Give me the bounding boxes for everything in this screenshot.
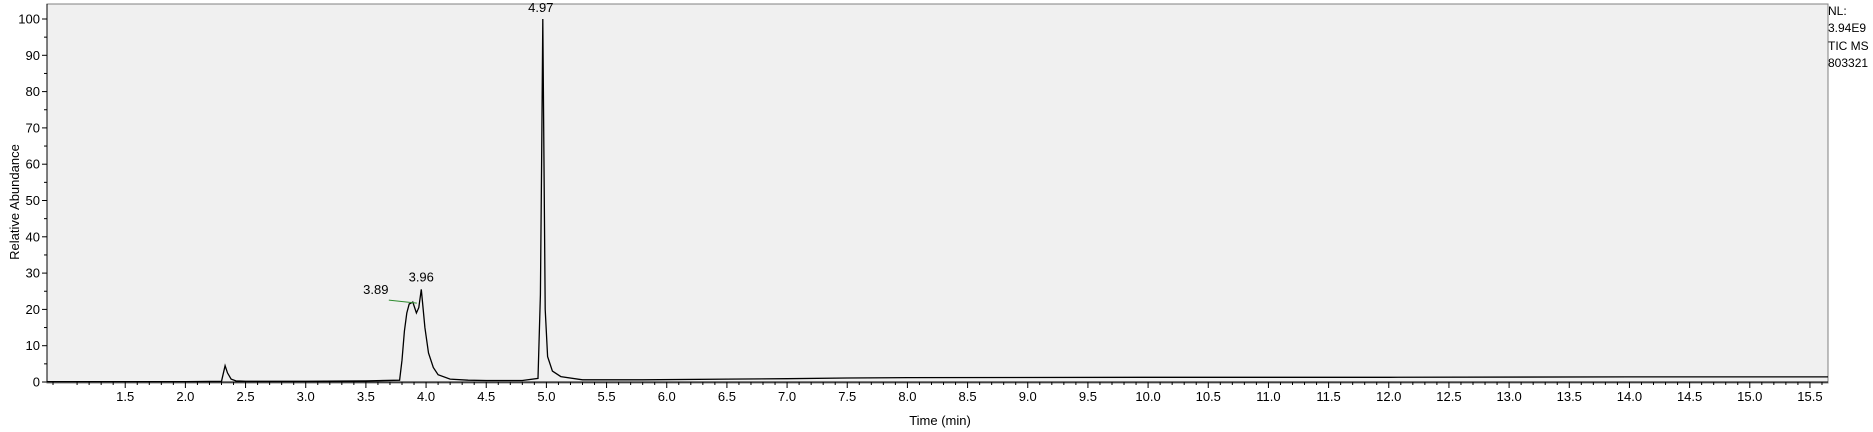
- y-tick-label: 50: [26, 193, 40, 208]
- x-tick-label: 7.0: [778, 389, 796, 404]
- x-tick-label: 3.0: [297, 389, 315, 404]
- x-tick-label: 10.0: [1135, 389, 1160, 404]
- info-line-scan-type: TIC MS: [1828, 39, 1869, 53]
- instrument-info: NL: 3.94E9 TIC MS 803321: [1828, 4, 1869, 70]
- plot-area: [46, 3, 1829, 384]
- info-line-normalization: 3.94E9: [1828, 21, 1866, 35]
- x-tick-label: 8.5: [959, 389, 977, 404]
- y-tick-label: 100: [18, 12, 40, 27]
- x-tick-label: 2.0: [176, 389, 194, 404]
- x-tick-label: 13.5: [1557, 389, 1582, 404]
- peak-leader-line: [388, 299, 417, 304]
- y-tick-label: 70: [26, 120, 40, 135]
- series-trace-0: [47, 18, 1828, 383]
- peak-label: 3.89: [363, 282, 388, 297]
- x-tick-label: 7.5: [838, 389, 856, 404]
- y-tick-label: 80: [26, 84, 40, 99]
- x-tick-label: 6.0: [658, 389, 676, 404]
- y-tick-label: 10: [26, 338, 40, 353]
- x-tick-label: 5.0: [537, 389, 555, 404]
- x-tick-label: 11.0: [1256, 389, 1280, 404]
- x-tick-label: 9.0: [1019, 389, 1037, 404]
- label-layer: 0 10 20 30 40 50 60 70 80 90 100 1.5 2.0 2.5 3.0 3.5 4.0…: [18, 0, 1822, 404]
- x-tick-label: 15.0: [1737, 389, 1762, 404]
- x-tick-label: 11.5: [1316, 389, 1340, 404]
- info-line-nl: NL:: [1828, 4, 1847, 18]
- y-tick-label: 0: [33, 375, 40, 390]
- peak-label: 3.96: [409, 269, 434, 284]
- x-axis-label: Time (min): [909, 413, 971, 428]
- y-tick-label: 90: [26, 48, 40, 63]
- y-tick-label: 60: [26, 157, 40, 172]
- x-tick-label: 12.0: [1376, 389, 1401, 404]
- x-tick-label: 4.5: [477, 389, 495, 404]
- x-tick-label: 3.5: [357, 389, 375, 404]
- x-tick-label: 1.5: [116, 389, 134, 404]
- x-tick-label: 5.5: [598, 389, 616, 404]
- y-tick-label: 30: [26, 266, 40, 281]
- info-line-file-id: 803321: [1828, 56, 1868, 70]
- x-tick-label: 6.5: [718, 389, 736, 404]
- x-tick-label: 12.5: [1436, 389, 1461, 404]
- x-tick-label: 2.5: [237, 389, 255, 404]
- y-tick-label: 20: [26, 302, 40, 317]
- x-tick-label: 14.0: [1617, 389, 1642, 404]
- y-tick-label: 40: [26, 229, 40, 244]
- x-tick-label: 15.5: [1797, 389, 1822, 404]
- y-axis-label: Relative Abundance: [7, 144, 22, 260]
- x-tick-label: 8.0: [898, 389, 916, 404]
- x-tick-label: 13.0: [1496, 389, 1521, 404]
- x-tick-label: 9.5: [1079, 389, 1097, 404]
- trace-layer: [47, 18, 1828, 383]
- x-tick-label: 14.5: [1677, 389, 1702, 404]
- peak-label: 4.97: [528, 0, 553, 15]
- axes-layer: [42, 4, 1828, 388]
- x-tick-label: 10.5: [1196, 389, 1221, 404]
- x-tick-label: 4.0: [417, 389, 435, 404]
